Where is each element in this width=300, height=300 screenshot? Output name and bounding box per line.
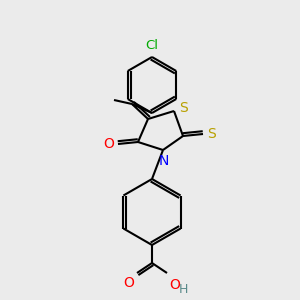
Text: O: O: [169, 278, 180, 292]
Text: N: N: [159, 154, 169, 168]
Text: O: O: [103, 137, 114, 151]
Text: O: O: [123, 276, 134, 290]
Text: S: S: [179, 101, 188, 115]
Text: Cl: Cl: [146, 39, 158, 52]
Text: S: S: [207, 127, 216, 141]
Text: H: H: [179, 283, 188, 296]
